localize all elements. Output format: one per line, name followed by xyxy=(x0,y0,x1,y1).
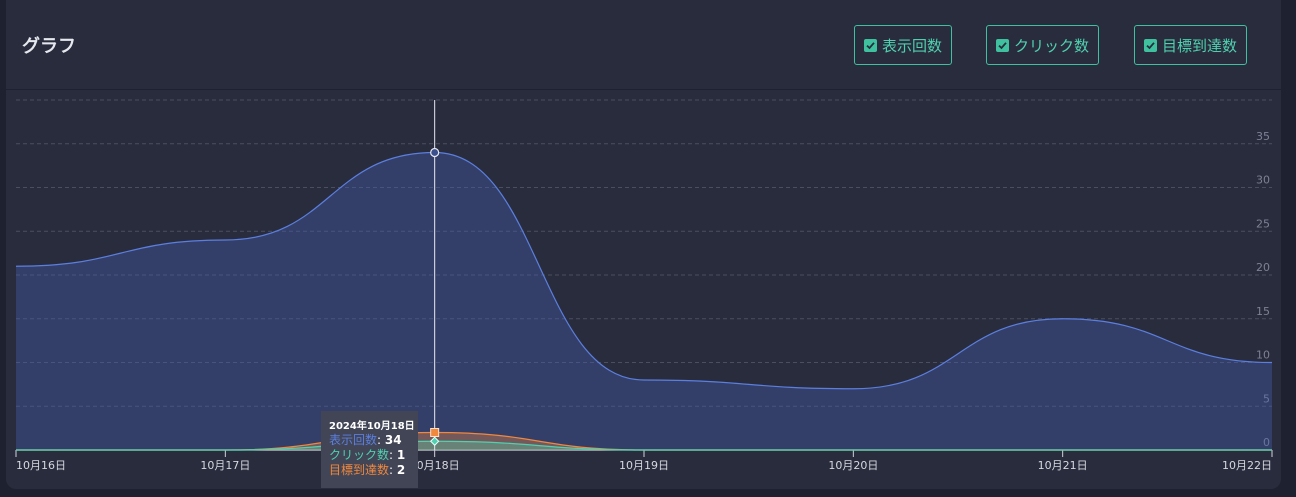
toggle-clicks[interactable]: クリック数 xyxy=(986,25,1100,65)
tooltip-value: 34 xyxy=(384,433,402,447)
y-tick-label: 25 xyxy=(1256,217,1270,230)
y-tick-label: 0 xyxy=(1263,436,1270,449)
checkbox-checked-icon xyxy=(864,38,877,52)
y-tick-label: 35 xyxy=(1256,130,1270,143)
tooltip-label: 表示回数 xyxy=(329,433,378,447)
toggle-label: 目標到達数 xyxy=(1162,36,1238,55)
x-tick-label: 10月17日 xyxy=(200,459,250,472)
y-tick-label: 10 xyxy=(1256,349,1270,362)
tooltip-row-clicks: クリック数: 1 xyxy=(329,448,406,462)
x-tick-label: 10月16日 xyxy=(16,459,66,472)
x-tick-label: 10月22日 xyxy=(1222,459,1272,472)
page-title: グラフ xyxy=(22,36,76,57)
x-tick-label: 10月19日 xyxy=(619,459,669,472)
y-tick-label: 20 xyxy=(1256,261,1270,274)
x-tick-label: 10月20日 xyxy=(828,459,878,472)
y-tick-label: 30 xyxy=(1256,174,1270,187)
marker-clicks xyxy=(429,436,440,446)
chart-tooltip: 2024年10月18日 表示回数: 34 クリック数: 1 目標到達数: 2 xyxy=(321,411,418,488)
y-tick-label: 5 xyxy=(1263,392,1270,405)
tooltip-label: 目標到達数 xyxy=(329,463,390,477)
graph-card: グラフ 表示回数 クリック数 目標到達数 xyxy=(6,0,1281,489)
x-tick-label: 10月18日 xyxy=(410,459,460,472)
tooltip-date: 2024年10月18日 xyxy=(329,421,415,432)
card-header: グラフ 表示回数 クリック数 目標到達数 xyxy=(6,0,1281,90)
toggle-impressions[interactable]: 表示回数 xyxy=(854,25,953,65)
toggle-label: 表示回数 xyxy=(882,36,943,55)
line-impressions xyxy=(15,151,1273,390)
checkbox-checked-icon xyxy=(1144,38,1157,52)
toggle-label: クリック数 xyxy=(1014,36,1090,55)
line-clicks xyxy=(15,440,1272,451)
y-tick-label: 15 xyxy=(1256,305,1270,318)
tooltip-value: 1 xyxy=(396,448,406,462)
area-impressions xyxy=(16,152,1272,450)
marker-goals xyxy=(430,428,440,437)
checkbox-checked-icon xyxy=(996,38,1009,52)
tooltip-value: 2 xyxy=(396,463,406,477)
x-tick-label: 10月21日 xyxy=(1038,459,1088,472)
tooltip-row-goals: 目標到達数: 2 xyxy=(329,463,406,477)
tooltip-row-impressions: 表示回数: 34 xyxy=(329,433,402,447)
toggle-goals[interactable]: 目標到達数 xyxy=(1134,25,1248,65)
tooltip-label: クリック数 xyxy=(329,448,390,462)
marker-impressions xyxy=(430,147,440,158)
